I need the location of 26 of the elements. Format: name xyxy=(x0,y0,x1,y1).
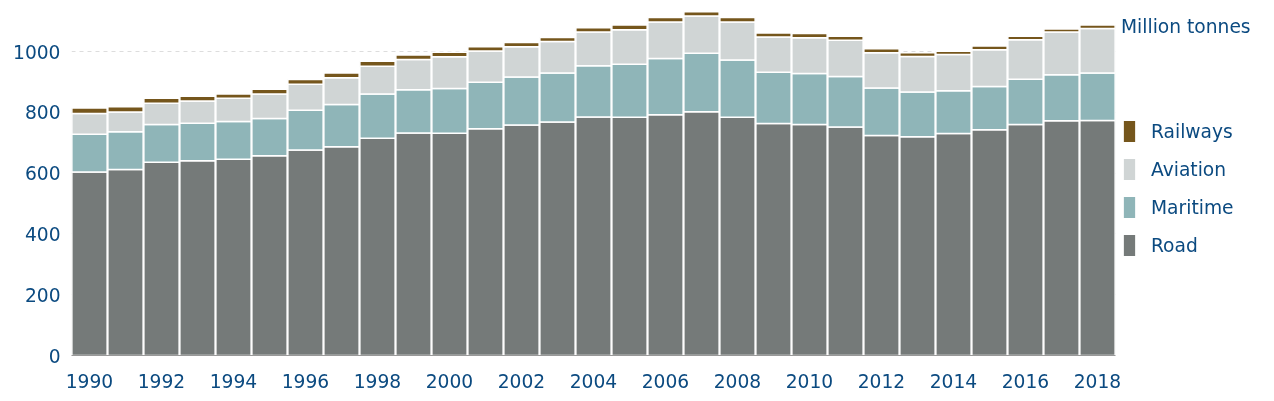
x-tick-label: 2018 xyxy=(1073,370,1122,392)
x-tick-label: 2004 xyxy=(569,370,618,392)
x-tick-label: 1994 xyxy=(209,370,258,392)
x-tick-label: 2002 xyxy=(497,370,546,392)
x-tick-label: 1996 xyxy=(281,370,330,392)
x-tick-label: 2008 xyxy=(713,370,762,392)
y-tick-label: 400 xyxy=(24,223,61,245)
legend-label: Aviation xyxy=(1151,158,1227,180)
y-axis-title: Million tonnes xyxy=(1121,16,1251,37)
y-tick-label: 800 xyxy=(24,102,61,124)
y-tick-label: 1000 xyxy=(13,41,61,63)
x-tick-label: 2000 xyxy=(425,370,474,392)
legend-label: Road xyxy=(1151,234,1198,256)
x-tick-label: 2012 xyxy=(857,370,906,392)
y-tick-label: 200 xyxy=(24,284,61,306)
x-tick-label: 2014 xyxy=(929,370,978,392)
x-tick-label: 1992 xyxy=(137,370,186,392)
x-tick-label: 2016 xyxy=(1001,370,1050,392)
y-tick-label: 0 xyxy=(48,345,61,367)
y-tick-label: 600 xyxy=(24,163,61,185)
x-tick-label: 2006 xyxy=(641,370,690,392)
legend-label: Maritime xyxy=(1151,196,1234,218)
x-tick-label: 2010 xyxy=(785,370,834,392)
legend-label: Railways xyxy=(1151,120,1233,142)
x-tick-label: 1998 xyxy=(353,370,402,392)
x-tick-label: 1990 xyxy=(65,370,114,392)
